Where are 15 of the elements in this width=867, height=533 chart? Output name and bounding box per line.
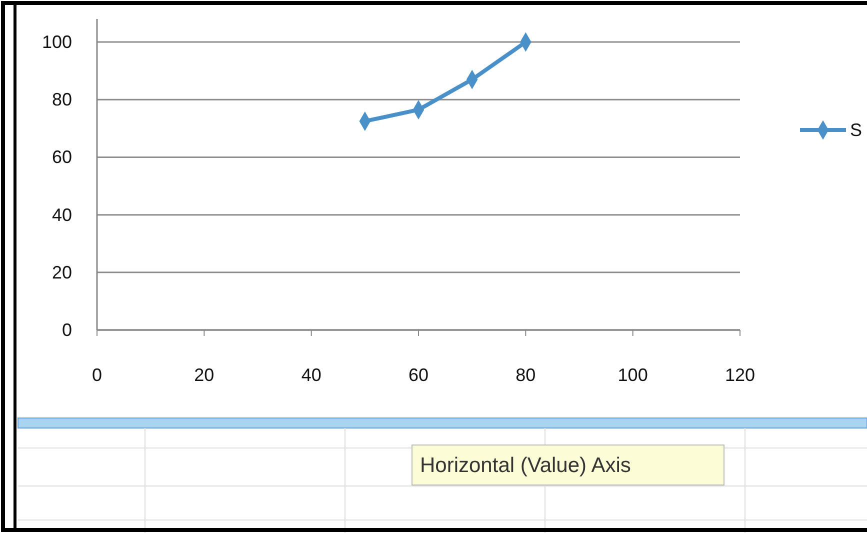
text: Horizontal (Value) Axis <box>420 454 631 477</box>
x-tick-label: 120 <box>724 365 756 385</box>
legend-label: S <box>850 120 862 140</box>
y-tick-label: 80 <box>52 90 72 110</box>
x-tick-label: 40 <box>301 365 322 385</box>
y-tick-label: 40 <box>52 204 72 225</box>
x-tick-label: 60 <box>408 365 429 385</box>
y-tick-label: 20 <box>52 262 72 282</box>
y-tick-label: 100 <box>42 32 72 52</box>
y-tick-label: 60 <box>52 147 72 168</box>
x-tick-label: 100 <box>618 365 648 385</box>
y-tick-label: 0 <box>62 320 72 340</box>
x-tick-label: 20 <box>194 365 214 385</box>
x-tick-label: 80 <box>516 365 536 385</box>
x-tick-label: 0 <box>92 365 102 385</box>
